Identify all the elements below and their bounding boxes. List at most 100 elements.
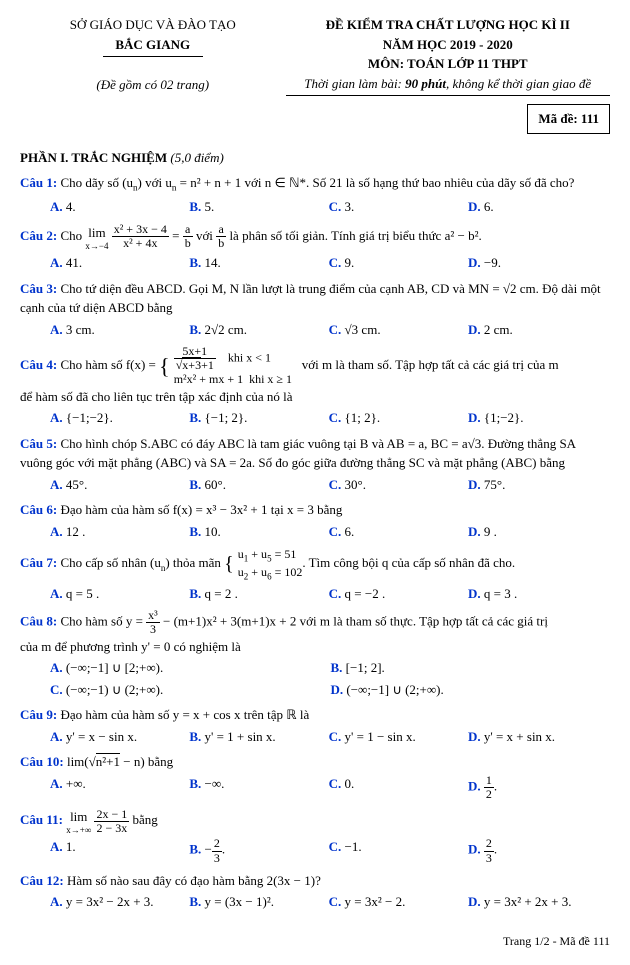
q9-text: Đạo hàm của hàm số y = x + cos x trên tậ… xyxy=(57,707,309,722)
q5-c: 30°. xyxy=(345,477,366,492)
q1-t3: = n² + n + 1 với n ∈ ℕ*. Số 21 là số hạn… xyxy=(176,175,574,190)
q10-b: −∞. xyxy=(205,776,225,791)
q6-text: Đạo hàm của hàm số f(x) = x³ − 3x² + 1 t… xyxy=(57,502,342,517)
pages-note: (Đề gồm có 02 trang) xyxy=(20,75,286,95)
question-5: Câu 5: Cho hình chóp S.ABC có đáy ABC là… xyxy=(20,434,610,473)
q10-choices: A. +∞. B. −∞. C. 0. D. 12. xyxy=(20,774,610,801)
q1-choices: A. 4. B. 5. C. 3. D. 6. xyxy=(20,197,610,217)
q7-choices: A. q = 5 . B. q = 2 . C. q = −2 . D. q =… xyxy=(20,584,610,604)
q12-text: Hàm số nào sau đây có đạo hàm bằng 2(3x … xyxy=(64,873,321,888)
section-title: PHẦN I. TRẮC NGHIỆM (5,0 điểm) xyxy=(20,148,610,168)
q7-label: Câu 7: xyxy=(20,556,57,571)
q2-b: 14. xyxy=(205,255,221,270)
question-8: Câu 8: Cho hàm số y = x³3 − (m+1)x² + 3(… xyxy=(20,609,610,636)
q8-c: (−∞;−1) ∪ (2;+∞). xyxy=(66,682,163,697)
timing-bold: 90 phút xyxy=(405,76,446,91)
q4-d: {1;−2}. xyxy=(484,410,524,425)
q4-a: {−1;−2}. xyxy=(66,410,113,425)
question-3: Câu 3: Cho tứ diện đều ABCD. Gọi M, N lầ… xyxy=(20,279,610,318)
q7-b: q = 2 . xyxy=(205,586,238,601)
section-points: (5,0 điểm) xyxy=(170,150,223,165)
timing: Thời gian làm bài: 90 phút, không kể thờ… xyxy=(286,74,611,97)
q7-d: q = 3 . xyxy=(484,586,517,601)
q2-d: −9. xyxy=(484,255,501,270)
q12-b: y = (3x − 1)². xyxy=(205,894,274,909)
q4-choices: A. {−1;−2}. B. {−1; 2}. C. {1; 2}. D. {1… xyxy=(20,408,610,428)
q8-choices-2: C. (−∞;−1) ∪ (2;+∞). D. (−∞;−1] ∪ (2;+∞)… xyxy=(20,680,610,700)
timing-pre: Thời gian làm bài: xyxy=(304,76,405,91)
q4-tail: để hàm số đã cho liên tục trên tập xác đ… xyxy=(20,387,610,407)
q1-label: Câu 1: xyxy=(20,175,57,190)
q5-label: Câu 5: xyxy=(20,436,57,451)
q8-tail: của m để phương trình y' = 0 có nghiệm l… xyxy=(20,637,610,657)
title2: NĂM HỌC 2019 - 2020 xyxy=(286,35,611,55)
q6-choices: A. 12 . B. 10. C. 6. D. 9 . xyxy=(20,522,610,542)
q9-label: Câu 9: xyxy=(20,707,57,722)
q12-choices: A. y = 3x² − 2x + 3. B. y = (3x − 1)². C… xyxy=(20,892,610,912)
q3-label: Câu 3: xyxy=(20,281,57,296)
question-6: Câu 6: Đạo hàm của hàm số f(x) = x³ − 3x… xyxy=(20,500,610,520)
q12-label: Câu 12: xyxy=(20,873,64,888)
q1-b: 5. xyxy=(205,199,215,214)
q11-a: 1. xyxy=(66,839,76,854)
q10-a: +∞. xyxy=(66,776,86,791)
title1: ĐỀ KIỂM TRA CHẤT LƯỢNG HỌC KÌ II xyxy=(286,15,611,35)
header: SỞ GIÁO DỤC VÀ ĐÀO TẠO BẮC GIANG (Đề gồm… xyxy=(20,15,610,98)
header-left: SỞ GIÁO DỤC VÀ ĐÀO TẠO BẮC GIANG (Đề gồm… xyxy=(20,15,286,98)
exam-code: Mã đề: 111 xyxy=(527,104,610,134)
timing-post: , không kể thời gian giao đề xyxy=(446,76,591,91)
question-7: Câu 7: Cho cấp số nhân (un) thỏa mãn {u1… xyxy=(20,547,610,581)
q3-text: Cho tứ diện đều ABCD. Gọi M, N lần lượt … xyxy=(20,281,601,316)
q5-d: 75°. xyxy=(484,477,505,492)
q10-label: Câu 10: xyxy=(20,754,64,769)
q2-choices: A. 41. B. 14. C. 9. D. −9. xyxy=(20,253,610,273)
title3: MÔN: TOÁN LỚP 11 THPT xyxy=(286,54,611,74)
q7-a: q = 5 . xyxy=(66,586,99,601)
question-4: Câu 4: Cho hàm số f(x) = { 5x+1√x+3+1 kh… xyxy=(20,345,610,387)
q11-label: Câu 11: xyxy=(20,812,63,827)
q9-d: y' = x + sin x. xyxy=(484,729,555,744)
q4-label: Câu 4: xyxy=(20,357,57,372)
q4-b: {−1; 2}. xyxy=(205,410,248,425)
q8-a: (−∞;−1] ∪ [2;+∞). xyxy=(66,660,163,675)
province: BẮC GIANG xyxy=(20,35,286,55)
q4-c: {1; 2}. xyxy=(345,410,381,425)
question-12: Câu 12: Hàm số nào sau đây có đạo hàm bằ… xyxy=(20,871,610,891)
q9-c: y' = 1 − sin x. xyxy=(345,729,416,744)
q5-text: Cho hình chóp S.ABC có đáy ABC là tam gi… xyxy=(20,436,575,471)
q7-c: q = −2 . xyxy=(345,586,386,601)
q9-a: y' = x − sin x. xyxy=(66,729,137,744)
q2-a: 41. xyxy=(66,255,82,270)
q10-c: 0. xyxy=(345,776,355,791)
q12-a: y = 3x² − 2x + 3. xyxy=(66,894,154,909)
question-2: Câu 2: Cho limx→−4 x² + 3x − 4x² + 4x = … xyxy=(20,223,610,252)
q8-b: [−1; 2]. xyxy=(346,660,385,675)
q2-label: Câu 2: xyxy=(20,228,57,243)
q8-d: (−∞;−1] ∪ (2;+∞). xyxy=(346,682,443,697)
q5-a: 45°. xyxy=(66,477,87,492)
question-9: Câu 9: Đạo hàm của hàm số y = x + cos x … xyxy=(20,705,610,725)
q3-d: 2 cm. xyxy=(484,322,513,337)
q3-b: 2√2 cm. xyxy=(205,322,248,337)
q8-label: Câu 8: xyxy=(20,614,57,629)
q6-label: Câu 6: xyxy=(20,502,57,517)
q1-a: 4. xyxy=(66,199,76,214)
q12-d: y = 3x² + 2x + 3. xyxy=(484,894,572,909)
question-1: Câu 1: Cho dãy số (un) với un = n² + n +… xyxy=(20,173,610,195)
dept: SỞ GIÁO DỤC VÀ ĐÀO TẠO xyxy=(20,15,286,35)
q2-c: 9. xyxy=(345,255,355,270)
section-title-text: PHẦN I. TRẮC NGHIỆM xyxy=(20,150,167,165)
q3-a: 3 cm. xyxy=(66,322,95,337)
q6-a: 12 . xyxy=(66,524,86,539)
q12-c: y = 3x² − 2. xyxy=(345,894,406,909)
q5-choices: A. 45°. B. 60°. C. 30°. D. 75°. xyxy=(20,475,610,495)
q11-choices: A. 1. B. −23. C. −1. D. 23. xyxy=(20,837,610,864)
q1-t1: Cho dãy số (u xyxy=(57,175,133,190)
q9-b: y' = 1 + sin x. xyxy=(205,729,276,744)
q6-c: 6. xyxy=(345,524,355,539)
q9-choices: A. y' = x − sin x. B. y' = 1 + sin x. C.… xyxy=(20,727,610,747)
question-10: Câu 10: lim(√n²+1 − n) bằng xyxy=(20,752,610,772)
q1-c: 3. xyxy=(345,199,355,214)
q6-b: 10. xyxy=(205,524,221,539)
q6-d: 9 . xyxy=(484,524,497,539)
